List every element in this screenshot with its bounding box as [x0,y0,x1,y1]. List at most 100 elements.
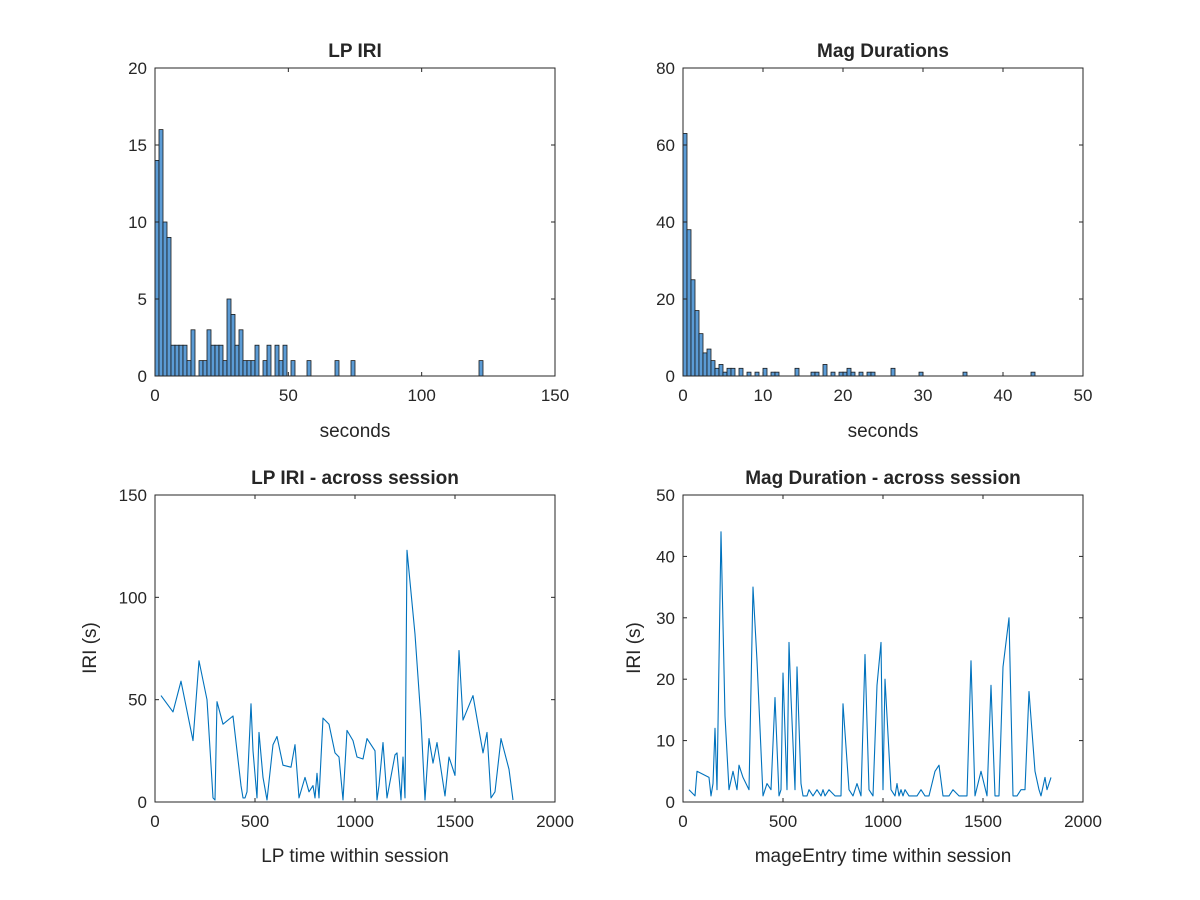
histogram-bar [694,310,700,377]
y-tick-label: 0 [138,367,147,386]
chart-title: LP IRI [328,41,382,62]
histogram-bar [842,371,848,377]
histogram-bar [190,329,196,377]
histogram-bar [266,344,272,377]
histogram-bar [182,344,188,377]
y-tick-label: 10 [128,213,147,232]
histogram-bar [814,371,820,377]
histogram-bar [718,364,724,377]
histogram-bar [682,133,688,377]
histogram-bar [226,298,232,377]
panel-lp-iri-hist: LP IRI seconds 0 50 100 150 0 5 10 15 20 [128,41,569,442]
x-tick-label: 1500 [964,812,1002,831]
y-axis-label: IRI (s) [80,622,101,674]
panel-lp-iri-session: LP IRI - across session LP time within s… [80,468,574,867]
x-axis-label: seconds [848,421,919,442]
y-tick-label: 0 [138,793,147,812]
y-tick-label: 40 [656,547,675,566]
histogram-bar [838,371,844,377]
x-axis-label: mageEntry time within session [755,846,1012,867]
y-tick-label: 15 [128,136,147,155]
series-line [688,531,1052,797]
histogram-bar [350,360,356,377]
x-tick-label: 10 [754,386,773,405]
histogram-bar [174,344,180,377]
histogram-bar [858,371,864,377]
x-tick-label: 40 [994,386,1013,405]
histogram-bar [890,367,896,377]
histogram-bar [214,344,220,377]
x-tick-label: 20 [834,386,853,405]
histogram-bar [230,313,236,377]
x-tick-label: 100 [407,386,435,405]
y-tick-label: 0 [666,367,675,386]
histogram-bar [166,236,172,377]
x-tick-label: 30 [914,386,933,405]
x-tick-label: 0 [678,386,687,405]
y-tick-label: 30 [656,609,675,628]
histogram-bar [822,364,828,377]
histogram-bar [706,348,712,377]
y-tick-label: 20 [656,670,675,689]
y-tick-label: 100 [119,588,147,607]
histogram-bar [278,360,284,377]
histogram-bar [794,367,800,377]
histogram-bar [254,344,260,377]
histogram-bar [282,344,288,377]
histogram-bar [154,159,160,377]
histogram-bar [810,371,816,377]
y-tick-label: 50 [128,691,147,710]
histogram-bar [262,360,268,377]
histogram-bar [210,344,216,377]
histogram-bar [830,371,836,377]
histogram-bar [770,371,776,377]
histogram-bar [186,360,192,377]
x-tick-label: 2000 [536,812,574,831]
histogram-bar [690,279,696,377]
x-tick-label: 0 [678,812,687,831]
histogram-bar [710,360,716,377]
y-tick-label: 60 [656,136,675,155]
y-tick-label: 80 [656,59,675,78]
histogram-bar [918,371,924,377]
histogram-bar [774,371,780,377]
x-tick-label: 500 [769,812,797,831]
histogram-bar [246,360,252,377]
histogram-bar [202,360,208,377]
x-axis-label: seconds [320,421,391,442]
x-tick-label: 500 [241,812,269,831]
y-tick-label: 150 [119,486,147,505]
y-axis-label: IRI (s) [624,622,645,674]
x-tick-label: 0 [150,386,159,405]
y-tick-label: 40 [656,213,675,232]
histogram-bar [714,367,720,377]
y-tick-label: 50 [656,486,675,505]
x-tick-label: 1000 [336,812,374,831]
histogram-bar [250,360,256,377]
histogram-bar [290,360,296,377]
histogram-bar [1030,371,1036,377]
y-tick-label: 10 [656,732,675,751]
y-tick-label: 0 [666,793,675,812]
histogram-bar [178,344,184,377]
histogram-bar [962,371,968,377]
histogram-bar [306,360,312,377]
x-tick-label: 150 [541,386,569,405]
chart-title: Mag Durations [817,41,949,62]
series-line [160,549,514,801]
panel-mag-durations-hist: Mag Durations seconds 0 10 20 30 40 50 0 20 40 60… [656,41,1092,442]
x-axis-label: LP time within session [261,846,449,867]
histogram-bar [162,221,168,377]
histogram-bar [218,344,224,377]
histogram-bar [242,360,248,377]
histogram-bar [334,360,340,377]
histogram-bar [274,344,280,377]
y-tick-label: 20 [656,290,675,309]
y-tick-label: 20 [128,59,147,78]
histogram-bar [238,329,244,377]
histogram-bar [478,360,484,377]
histogram-bar [686,229,692,377]
x-tick-label: 50 [279,386,298,405]
histogram-bar [846,367,852,377]
